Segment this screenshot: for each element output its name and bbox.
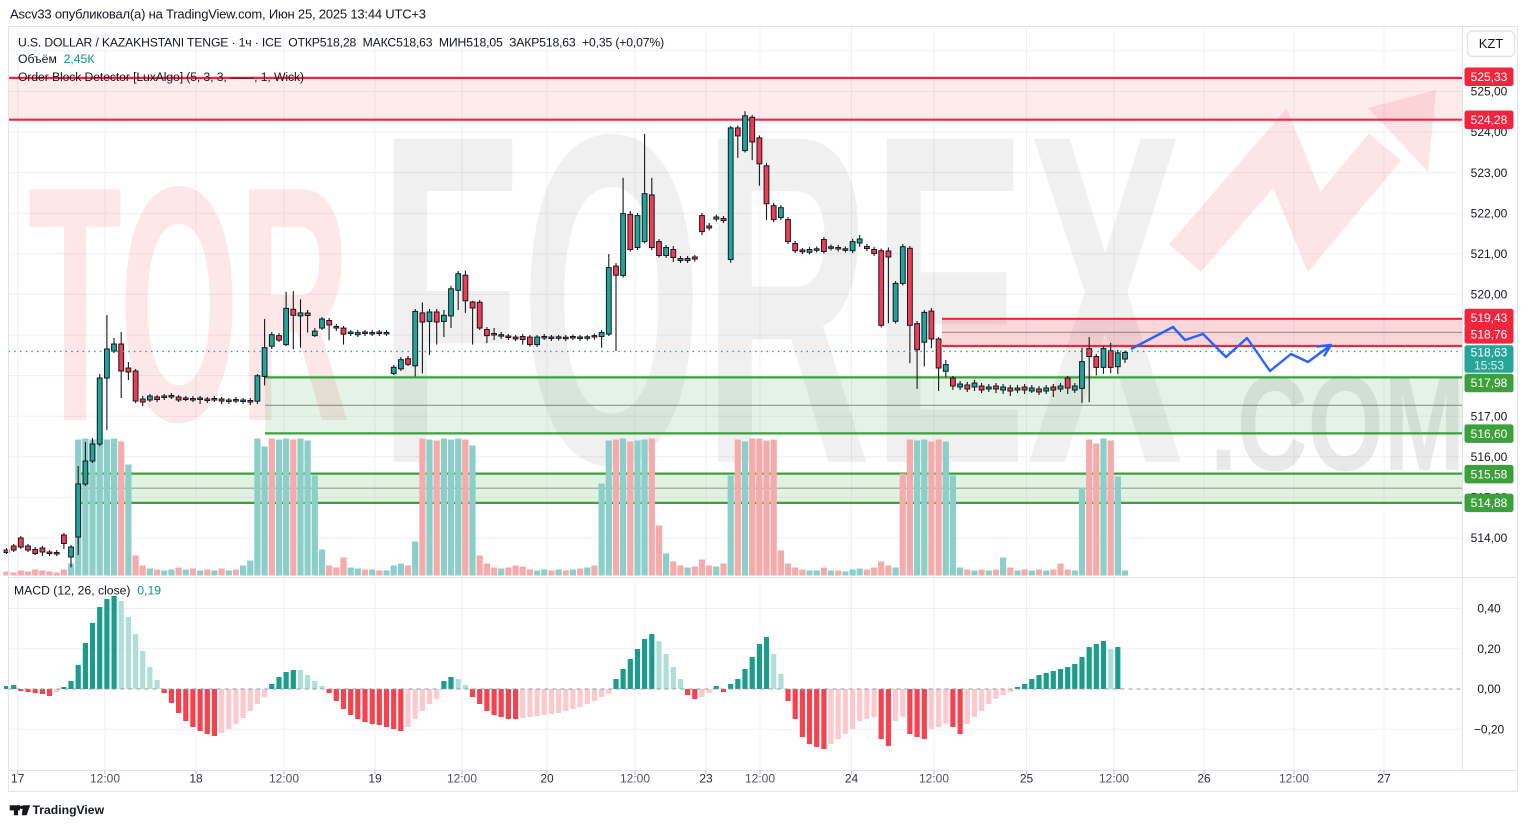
svg-text:12:00: 12:00	[1099, 772, 1129, 786]
svg-text:17: 17	[11, 772, 25, 786]
svg-text:516,00: 516,00	[1471, 450, 1508, 464]
svg-text:U.S. DOLLAR / KAZAKHSTANI TENG: U.S. DOLLAR / KAZAKHSTANI TENGE · 1ч · I…	[18, 36, 664, 50]
svg-text:27: 27	[1377, 772, 1391, 786]
svg-text:518,76: 518,76	[1471, 328, 1508, 342]
svg-text:520,00: 520,00	[1471, 288, 1508, 302]
svg-text:12:00: 12:00	[745, 772, 775, 786]
svg-text:12:00: 12:00	[620, 772, 650, 786]
svg-text:524,28: 524,28	[1471, 113, 1508, 127]
svg-text:23: 23	[699, 772, 713, 786]
svg-text:0,20: 0,20	[1477, 642, 1501, 656]
svg-text:MACD (12, 26, close) 0,19: MACD (12, 26, close) 0,19	[14, 584, 161, 598]
svg-text:515,58: 515,58	[1471, 467, 1508, 481]
svg-text:KZT: KZT	[1479, 36, 1504, 51]
svg-text:525,00: 525,00	[1471, 85, 1508, 99]
svg-text:12:00: 12:00	[919, 772, 949, 786]
svg-text:0,00: 0,00	[1477, 682, 1501, 696]
svg-text:514,00: 514,00	[1471, 531, 1508, 545]
svg-text:12:00: 12:00	[1279, 772, 1309, 786]
svg-text:0,40: 0,40	[1477, 602, 1501, 616]
svg-text:Order Block Detector [LuxAlgo]: Order Block Detector [LuxAlgo] (5, 3, 3,…	[18, 70, 304, 84]
svg-text:25: 25	[1020, 772, 1034, 786]
svg-text:522,00: 522,00	[1471, 206, 1508, 220]
svg-text:−0,20: −0,20	[1474, 723, 1505, 737]
svg-text:518,63: 518,63	[1471, 345, 1508, 359]
svg-text:523,00: 523,00	[1471, 166, 1508, 180]
svg-text:26: 26	[1197, 772, 1211, 786]
svg-text:525,33: 525,33	[1471, 70, 1508, 84]
svg-text:20: 20	[540, 772, 554, 786]
svg-text:24: 24	[845, 772, 859, 786]
svg-text:18: 18	[189, 772, 203, 786]
svg-text:12:00: 12:00	[90, 772, 120, 786]
svg-text:12:00: 12:00	[269, 772, 299, 786]
svg-text:Ascv33 опубликовал(а) на Tradi: Ascv33 опубликовал(а) на TradingView.com…	[10, 7, 426, 22]
svg-text:521,00: 521,00	[1471, 247, 1508, 261]
svg-text:TOR: TOR	[28, 117, 350, 491]
svg-text:514,88: 514,88	[1471, 496, 1508, 510]
svg-text:519,43: 519,43	[1471, 311, 1508, 325]
svg-text:517,00: 517,00	[1471, 409, 1508, 423]
svg-text:517,98: 517,98	[1471, 376, 1508, 390]
svg-text:15:53: 15:53	[1474, 358, 1504, 372]
svg-text:Объём 2,45К: Объём 2,45К	[18, 52, 95, 66]
svg-text:19: 19	[368, 772, 382, 786]
svg-text:516,60: 516,60	[1471, 427, 1508, 441]
svg-text:12:00: 12:00	[447, 772, 477, 786]
svg-text:TradingView: TradingView	[33, 803, 105, 817]
